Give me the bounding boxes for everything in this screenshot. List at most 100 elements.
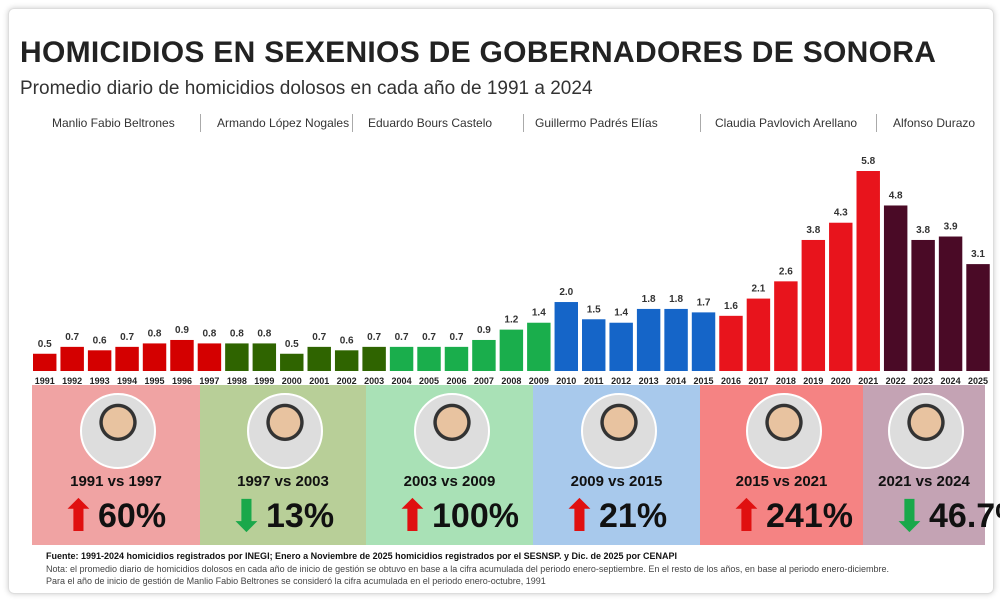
bar — [225, 343, 249, 371]
arrow-down-icon: ⬇ — [228, 492, 265, 541]
bar-chart: 0.5 1991 0.7 1992 0.6 1993 0.7 1994 0.8 1995 0.9 19… — [33, 156, 990, 386]
data-label: 2.1 — [751, 284, 765, 295]
bar — [966, 264, 990, 371]
governor-photo — [413, 393, 490, 469]
period-title: 2009 vs 2015 — [570, 473, 663, 490]
data-label: 3.9 — [944, 222, 958, 233]
data-label: 3.8 — [916, 225, 930, 236]
data-label: 0.7 — [422, 332, 436, 343]
bar — [417, 346, 441, 371]
subtitle: Promedio diario de homicidios dolosos en… — [20, 78, 593, 99]
arrow-up-icon: ⬆ — [60, 492, 97, 541]
page-title: HOMICIDIOS EN SEXENIOS DE GOBERNADORES D… — [20, 36, 937, 69]
period-panel: 1997 vs 2003 ⬇ 13% — [200, 385, 366, 545]
data-label: 0.5 — [285, 339, 299, 350]
x-tick-label: 1998 — [227, 376, 247, 386]
bar — [691, 312, 716, 371]
data-label: 0.7 — [450, 332, 464, 343]
data-label: 1.8 — [669, 294, 683, 305]
bar — [774, 281, 798, 371]
bar — [911, 239, 935, 371]
x-tick-label: 2002 — [337, 376, 357, 386]
data-label: 0.8 — [230, 328, 244, 339]
percent-change: 21% — [599, 497, 668, 535]
percent-change: 46.7% — [929, 497, 1000, 535]
arrow-up-icon: ⬆ — [561, 492, 598, 541]
data-label: 0.7 — [395, 332, 409, 343]
governor-label: Armando López Nogales — [217, 116, 350, 130]
data-label: 1.8 — [642, 294, 656, 305]
data-label: 0.6 — [93, 335, 107, 346]
divider — [700, 114, 701, 132]
governor-photo — [745, 393, 822, 469]
footer-note-1: Nota: el promedio diario de homicidios d… — [46, 564, 890, 574]
x-tick-label: 2017 — [748, 376, 768, 386]
data-label: 0.9 — [175, 325, 189, 336]
data-label: 0.7 — [65, 332, 79, 343]
bar — [499, 329, 524, 371]
bar — [527, 322, 551, 371]
bar — [801, 239, 826, 371]
x-tick-label: 2018 — [776, 376, 796, 386]
x-tick-label: 2009 — [529, 376, 549, 386]
footer-note-2: Para el año de inicio de gestión de Manl… — [46, 576, 546, 586]
data-label: 4.8 — [889, 190, 903, 201]
x-tick-label: 1997 — [199, 376, 219, 386]
bar — [609, 322, 633, 371]
divider — [876, 114, 877, 132]
x-tick-label: 1999 — [254, 376, 274, 386]
bar — [115, 346, 139, 371]
x-tick-label: 2010 — [556, 376, 576, 386]
data-label: 0.9 — [477, 325, 491, 336]
bar — [883, 205, 908, 371]
divider — [200, 114, 201, 132]
bar — [746, 298, 771, 371]
bar — [636, 308, 661, 371]
data-label: 1.7 — [697, 297, 711, 308]
percent-change: 60% — [98, 497, 167, 535]
governor-photo — [247, 393, 323, 469]
bar — [938, 236, 963, 371]
x-tick-label: 1992 — [62, 376, 82, 386]
data-label: 1.6 — [724, 301, 738, 312]
x-tick-label: 2025 — [968, 376, 988, 386]
bar — [362, 346, 386, 371]
bar — [280, 353, 304, 371]
bar — [582, 319, 606, 371]
bar — [33, 353, 57, 371]
percent-change: 13% — [266, 497, 335, 535]
x-tick-label: 2013 — [639, 376, 659, 386]
data-label: 2.6 — [779, 266, 793, 277]
x-tick-label: 2015 — [694, 376, 714, 386]
period-title: 1997 vs 2003 — [237, 473, 329, 490]
bar — [170, 339, 194, 371]
x-tick-label: 2003 — [364, 376, 384, 386]
data-label: 0.8 — [202, 328, 216, 339]
governor-label: Guillermo Padrés Elías — [535, 116, 658, 130]
data-label: 2.0 — [559, 287, 573, 298]
period-title: 2015 vs 2021 — [735, 473, 828, 490]
data-label: 0.8 — [257, 328, 271, 339]
bar — [142, 343, 167, 371]
period-title: 2003 vs 2009 — [403, 473, 496, 490]
x-tick-label: 2000 — [282, 376, 302, 386]
data-label: 1.2 — [504, 315, 518, 326]
bar — [389, 346, 414, 371]
x-tick-label: 2004 — [392, 376, 412, 386]
x-tick-label: 2022 — [886, 376, 906, 386]
governor-label: Manlio Fabio Beltrones — [52, 116, 175, 130]
governor-label: Alfonso Durazo — [893, 116, 976, 130]
data-label: 0.7 — [120, 332, 134, 343]
bar — [856, 171, 880, 371]
arrow-up-icon: ⬆ — [728, 492, 765, 541]
bar — [252, 343, 277, 371]
percent-change: 100% — [432, 497, 519, 535]
period-panel: 2003 vs 2009 ⬆ 100% — [366, 385, 533, 545]
bar — [719, 315, 743, 371]
x-tick-label: 2024 — [941, 376, 961, 386]
divider — [352, 114, 353, 132]
arrow-up-icon: ⬆ — [394, 492, 431, 541]
x-tick-label: 2001 — [309, 376, 329, 386]
x-tick-label: 2020 — [831, 376, 851, 386]
bar — [197, 343, 222, 371]
